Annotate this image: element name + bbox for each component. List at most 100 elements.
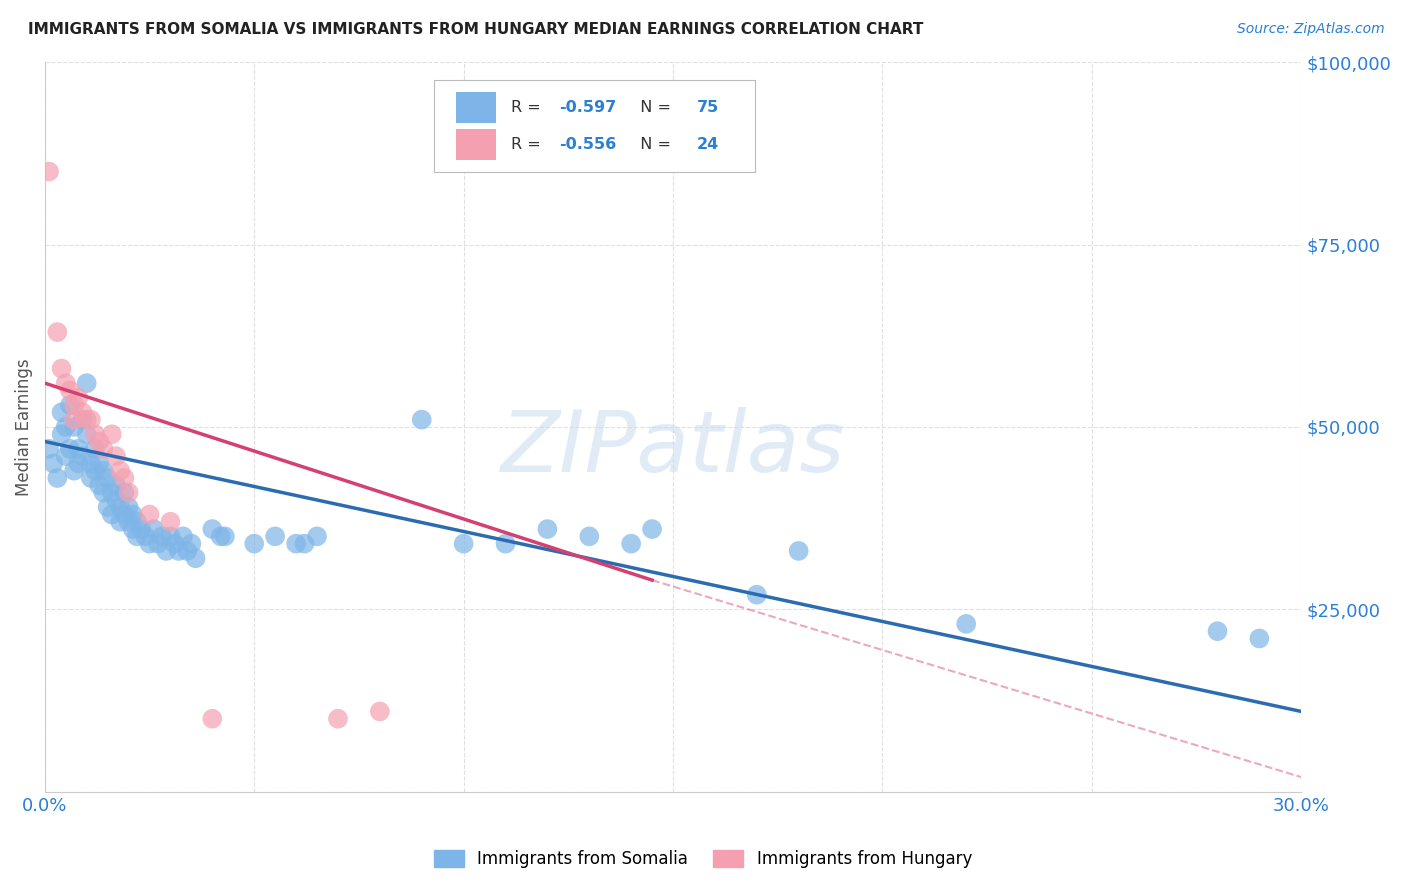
Point [63,464,86,478]
Point [51,427,73,442]
Point [134,529,156,543]
Text: ZIPatlas: ZIPatlas [501,408,845,491]
Y-axis label: Median Earnings: Median Earnings [15,358,32,496]
Point [578,529,600,543]
Point [105,492,128,507]
Point [80,457,103,471]
Point [117,515,139,529]
Point [955,616,977,631]
Point [63,420,86,434]
Point [108,464,131,478]
Point [201,712,224,726]
Point [97,471,120,485]
Text: Source: ZipAtlas.com: Source: ZipAtlas.com [1237,22,1385,37]
Bar [456,129,496,160]
Point [121,508,143,522]
Point [80,471,103,485]
Point [125,529,148,543]
Point [108,500,131,515]
Legend: Immigrants from Somalia, Immigrants from Hungary: Immigrants from Somalia, Immigrants from… [427,843,979,875]
Point [38,164,60,178]
Point [285,536,308,550]
Point [42,457,65,471]
Point [84,427,107,442]
Point [67,391,90,405]
Point [159,529,181,543]
Point [112,485,135,500]
Point [176,544,198,558]
Point [117,485,139,500]
Point [1249,632,1271,646]
FancyBboxPatch shape [434,80,755,171]
Point [163,536,186,550]
Point [76,376,98,391]
Point [72,405,94,419]
Point [89,434,111,449]
Text: R =: R = [510,100,546,115]
Point [101,485,124,500]
Point [209,529,232,543]
Point [150,529,173,543]
Point [89,457,111,471]
Point [89,478,111,492]
Text: N =: N = [630,137,676,152]
Point [201,522,224,536]
Point [101,508,124,522]
Point [121,522,143,536]
Point [129,522,152,536]
Point [72,449,94,463]
Point [63,412,86,426]
Point [46,325,69,339]
Point [125,515,148,529]
Point [51,361,73,376]
Point [55,376,77,391]
Point [51,405,73,419]
Text: R =: R = [510,137,546,152]
Point [59,442,82,456]
Point [55,449,77,463]
Point [59,384,82,398]
Point [264,529,287,543]
Point [243,536,266,550]
Point [59,398,82,412]
Point [105,478,128,492]
Text: -0.597: -0.597 [558,100,616,115]
Point [101,427,124,442]
Point [167,544,190,558]
Point [55,420,77,434]
Point [93,464,115,478]
Point [411,412,433,426]
Point [80,412,103,426]
Point [84,442,107,456]
Point [305,529,328,543]
Point [326,712,349,726]
Point [495,536,517,550]
Point [84,464,107,478]
Point [214,529,236,543]
Point [67,457,90,471]
Point [63,398,86,412]
Point [180,536,202,550]
Point [67,442,90,456]
Point [536,522,558,536]
Text: IMMIGRANTS FROM SOMALIA VS IMMIGRANTS FROM HUNGARY MEDIAN EARNINGS CORRELATION C: IMMIGRANTS FROM SOMALIA VS IMMIGRANTS FR… [28,22,924,37]
Point [117,500,139,515]
Text: -0.556: -0.556 [558,137,616,152]
Text: N =: N = [630,100,676,115]
Text: 75: 75 [697,100,718,115]
Point [787,544,810,558]
Point [184,551,207,566]
Point [112,471,135,485]
Point [76,427,98,442]
Point [38,442,60,456]
Point [172,529,194,543]
Point [146,536,169,550]
Text: 24: 24 [697,137,718,152]
Point [155,544,177,558]
Point [72,412,94,426]
Point [112,508,135,522]
Point [76,412,98,426]
Point [368,705,391,719]
Point [93,442,115,456]
Point [745,588,768,602]
